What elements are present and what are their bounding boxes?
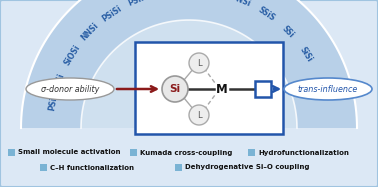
Text: Hydrofunctionalization: Hydrofunctionalization (258, 149, 349, 156)
Circle shape (189, 53, 209, 73)
Circle shape (162, 76, 188, 102)
Text: Dehydrogenative Si–O coupling: Dehydrogenative Si–O coupling (185, 165, 310, 171)
Text: Small molecule activation: Small molecule activation (18, 149, 121, 156)
Text: Si: Si (169, 84, 181, 94)
Ellipse shape (26, 78, 114, 100)
Ellipse shape (284, 78, 372, 100)
Text: SiSi: SiSi (298, 46, 314, 64)
Text: σ-donor ability: σ-donor ability (41, 85, 99, 94)
Text: SiOSi: SiOSi (62, 43, 82, 67)
Text: PSi: PSi (48, 96, 59, 112)
Polygon shape (81, 20, 297, 128)
Bar (8, 149, 15, 156)
Text: L: L (197, 111, 201, 119)
Circle shape (189, 105, 209, 125)
Text: PSiSi: PSiSi (100, 4, 123, 23)
Bar (40, 164, 47, 171)
Text: SSiS: SSiS (256, 5, 276, 22)
Text: PNSi: PNSi (229, 0, 252, 8)
Text: PSiP: PSiP (127, 0, 148, 8)
Text: L: L (197, 59, 201, 68)
Bar (175, 164, 182, 171)
Text: M: M (216, 82, 228, 96)
Bar (135, 42, 283, 134)
Text: NSi: NSi (53, 72, 66, 89)
Text: Kumada cross-coupling: Kumada cross-coupling (140, 149, 232, 156)
Polygon shape (21, 0, 357, 128)
Bar (255, 81, 271, 97)
Text: trans-influence: trans-influence (298, 85, 358, 94)
Bar (248, 149, 255, 156)
Text: SSi: SSi (280, 24, 296, 40)
Text: NNSi: NNSi (79, 22, 100, 43)
Bar (130, 149, 137, 156)
Text: C–H functionalization: C–H functionalization (50, 165, 134, 171)
